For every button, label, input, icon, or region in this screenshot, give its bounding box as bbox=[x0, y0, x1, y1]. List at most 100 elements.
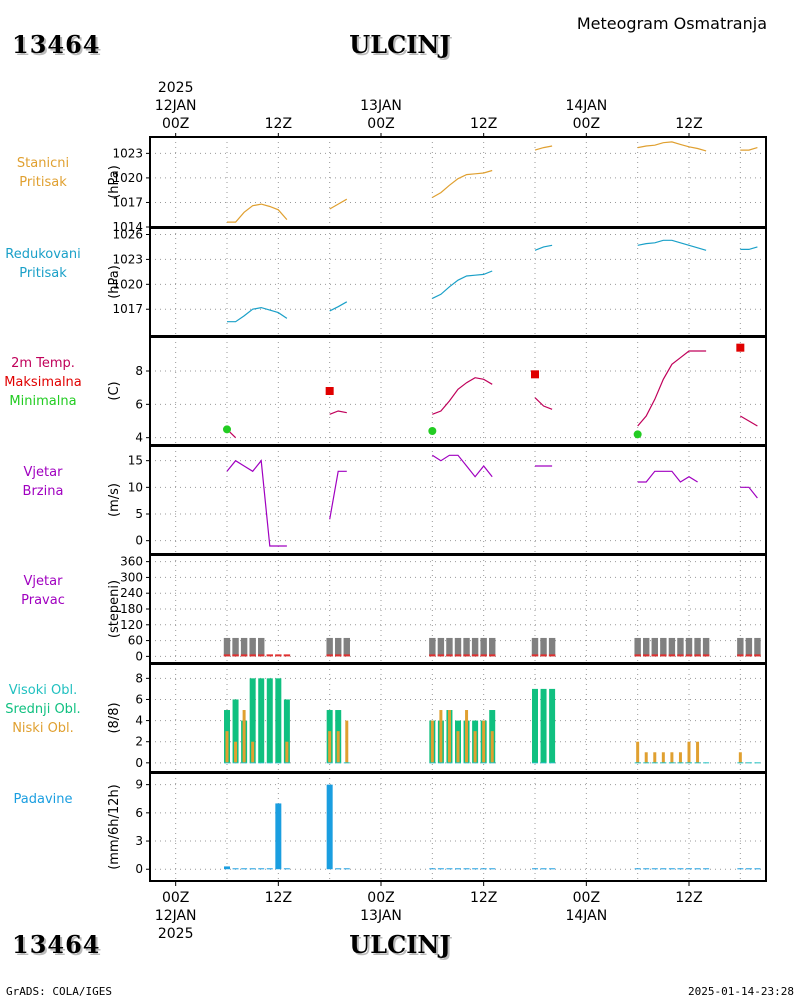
cloud-bar-low bbox=[285, 741, 289, 763]
precip-bar bbox=[643, 868, 650, 870]
meteogram-subtitle: Meteogram Osmatranja bbox=[576, 14, 767, 33]
top-date-label: 12JAN bbox=[155, 98, 197, 114]
y-tick-label: 1020 bbox=[112, 277, 143, 291]
top-year-label: 2025 bbox=[158, 80, 194, 96]
y-tick-label: 0 bbox=[135, 862, 143, 876]
y-tick-label: 360 bbox=[120, 555, 143, 569]
y-axis-label: (hPa) bbox=[107, 265, 122, 299]
precip-bar bbox=[540, 868, 547, 870]
wind-direction-base bbox=[745, 654, 753, 657]
panel-label-temperature: Maksimalna bbox=[4, 375, 82, 390]
y-tick-label: 180 bbox=[120, 602, 143, 616]
wind-direction-base bbox=[643, 654, 650, 657]
wind-direction-bar bbox=[660, 637, 667, 657]
precip-bar bbox=[437, 868, 444, 870]
wind-direction-bar bbox=[634, 637, 641, 657]
precip-bar bbox=[275, 803, 282, 870]
cloud-bar-low bbox=[678, 752, 682, 763]
wind-direction-base bbox=[685, 654, 693, 657]
y-tick-label: 120 bbox=[120, 618, 143, 632]
y-tick-label: 0 bbox=[135, 649, 143, 663]
cloud-bar-mid bbox=[532, 688, 538, 763]
series-line-reduced_pressure bbox=[432, 270, 493, 299]
wind-direction-bar bbox=[685, 637, 693, 657]
wind-direction-base bbox=[258, 654, 265, 657]
wind-direction-base bbox=[668, 654, 676, 657]
precip-bar bbox=[429, 868, 436, 870]
wind-direction-bar bbox=[548, 637, 556, 657]
y-tick-label: 4 bbox=[135, 714, 143, 728]
series-line-wind_speed bbox=[226, 459, 287, 547]
precip-bar bbox=[232, 868, 239, 870]
city-title-top: ULCINJ bbox=[349, 30, 451, 59]
panel-label-wind_speed: Vjetar bbox=[24, 465, 64, 480]
cloud-bar-low bbox=[336, 731, 340, 763]
panel-label-wind_direction: Pravac bbox=[21, 593, 65, 608]
bottom-year-label: 2025 bbox=[158, 926, 194, 942]
bottom-date-label: 13JAN bbox=[360, 908, 402, 924]
precip-bar bbox=[745, 868, 752, 870]
precip-bar bbox=[532, 868, 538, 870]
bottom-hour-label: 12Z bbox=[675, 890, 702, 906]
wind-direction-base bbox=[540, 654, 547, 657]
top-date-label: 14JAN bbox=[565, 98, 607, 114]
panel-label-wind_speed: Brzina bbox=[23, 484, 64, 499]
panel-label-temperature: 2m Temp. bbox=[11, 356, 75, 371]
precip-bar bbox=[258, 868, 265, 870]
wind-direction-base bbox=[463, 654, 470, 657]
cloud-bar-low bbox=[345, 720, 349, 763]
wind-direction-base bbox=[454, 654, 462, 657]
cloud-bar-low bbox=[482, 720, 486, 763]
wind-direction-bar bbox=[240, 637, 248, 657]
wind-direction-bar bbox=[429, 637, 436, 657]
wind-direction-bar bbox=[232, 637, 239, 657]
wind-direction-bar bbox=[702, 637, 710, 657]
wind-direction-base bbox=[326, 654, 333, 657]
wind-direction-base bbox=[634, 654, 641, 657]
wind-direction-bar bbox=[249, 637, 256, 657]
cloud-bar-low bbox=[696, 741, 700, 763]
panel-label-cloud_cover: Visoki Obl. bbox=[9, 683, 77, 698]
panel-label-reduced_pressure: Pritisak bbox=[19, 266, 67, 281]
y-axis-label: (m/s) bbox=[107, 483, 122, 517]
precip-bar bbox=[463, 868, 470, 870]
bottom-hour-label: 12Z bbox=[265, 890, 292, 906]
precip-bar bbox=[266, 868, 273, 870]
wind-direction-base bbox=[240, 654, 248, 657]
y-tick-label: 9 bbox=[135, 778, 143, 792]
series-line-temperature bbox=[739, 415, 758, 427]
panel-label-station_pressure: Pritisak bbox=[19, 175, 67, 190]
cloud-bar-low bbox=[251, 741, 255, 763]
panel-frame-reduced_pressure bbox=[149, 227, 767, 337]
wind-direction-bar bbox=[651, 637, 658, 657]
wind-direction-bar bbox=[471, 637, 479, 657]
top-hour-label: 12Z bbox=[265, 116, 292, 132]
precip-bar bbox=[677, 868, 684, 870]
y-tick-label: 5 bbox=[135, 507, 143, 521]
cloud-bar-low bbox=[225, 731, 229, 763]
series-line-reduced_pressure bbox=[637, 239, 707, 251]
cloud-bar-low bbox=[242, 710, 246, 763]
series-line-wind_speed bbox=[329, 470, 347, 520]
cloud-bar-mid bbox=[275, 678, 282, 763]
precip-bar bbox=[660, 868, 667, 870]
panel-label-reduced_pressure: Redukovani bbox=[5, 247, 80, 262]
bottom-hour-label: 00Z bbox=[367, 890, 394, 906]
wind-direction-bar bbox=[437, 637, 445, 657]
wind-direction-base bbox=[677, 654, 684, 657]
precip-bar bbox=[634, 868, 641, 870]
series-line-wind_speed bbox=[740, 486, 758, 499]
cloud-bar-mid bbox=[549, 688, 556, 763]
wind-direction-bar bbox=[463, 637, 470, 657]
y-tick-label: 1023 bbox=[112, 252, 143, 266]
y-axis-label: (8/8) bbox=[107, 702, 122, 733]
series-line-reduced_pressure bbox=[534, 244, 553, 251]
series-line-wind_speed bbox=[637, 470, 698, 483]
series-line-reduced_pressure bbox=[329, 301, 348, 312]
precip-bar bbox=[326, 784, 333, 870]
wind-direction-bar bbox=[480, 637, 487, 657]
y-tick-label: 4 bbox=[135, 431, 143, 445]
cloud-bar-low bbox=[653, 752, 657, 763]
precip-bar bbox=[489, 868, 496, 870]
precip-bar bbox=[249, 868, 256, 870]
